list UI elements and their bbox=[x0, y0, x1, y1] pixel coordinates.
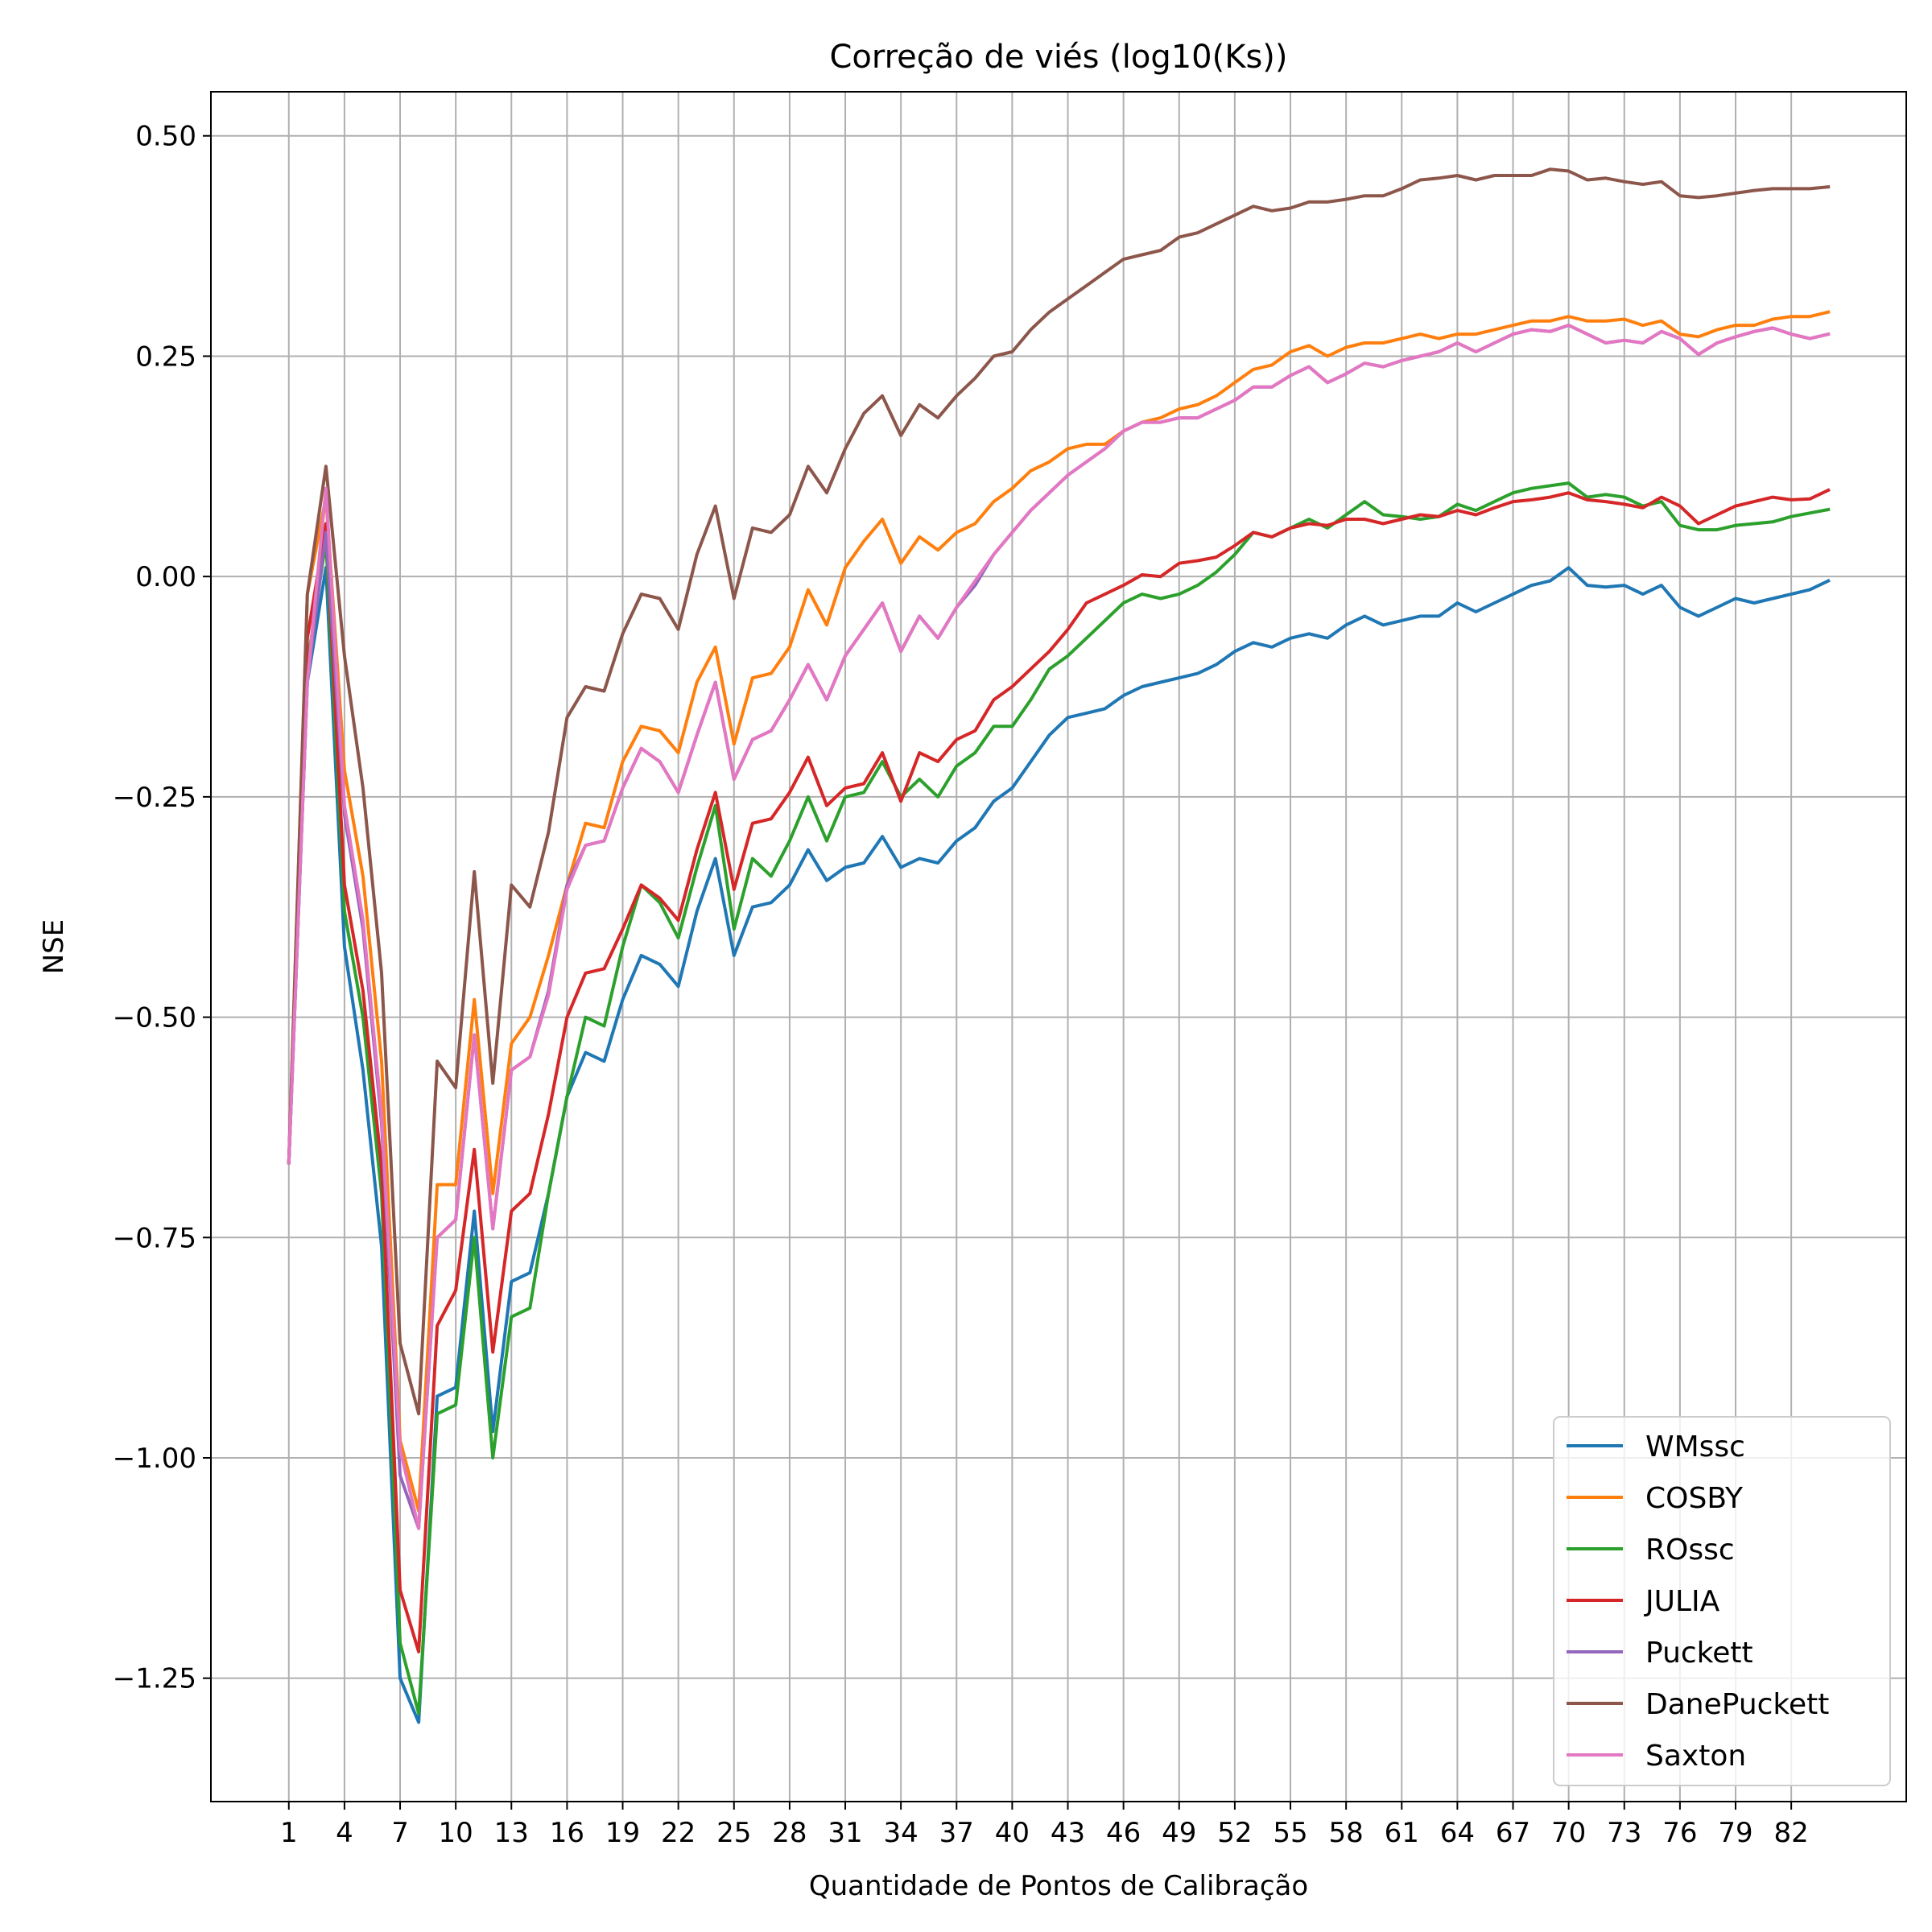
x-tick-label: 7 bbox=[391, 1817, 409, 1849]
x-tick-label: 10 bbox=[439, 1817, 473, 1849]
x-tick-label: 16 bbox=[550, 1817, 584, 1849]
x-tick-label: 82 bbox=[1774, 1817, 1809, 1849]
plot-frame bbox=[210, 91, 1907, 1802]
series-line-rossc bbox=[287, 481, 1831, 1715]
x-tick-label: 19 bbox=[605, 1817, 640, 1849]
legend-label-julia: JULIA bbox=[1644, 1585, 1720, 1618]
y-tick-label: −0.25 bbox=[113, 782, 196, 814]
x-axis-label: Quantidade de Pontos de Calibração bbox=[809, 1870, 1308, 1902]
legend-label-rossc: ROssc bbox=[1645, 1534, 1735, 1567]
series-lines bbox=[287, 167, 1831, 1724]
x-tick-label: 55 bbox=[1273, 1817, 1307, 1849]
x-tick-label: 73 bbox=[1607, 1817, 1641, 1849]
x-tick-label: 43 bbox=[1051, 1817, 1085, 1849]
legend-label-cosby: COSBY bbox=[1645, 1482, 1744, 1515]
x-tick-label: 67 bbox=[1496, 1817, 1530, 1849]
y-tick-label: 0.50 bbox=[135, 121, 196, 153]
series-line-julia bbox=[287, 488, 1831, 1653]
x-tick-label: 49 bbox=[1162, 1817, 1196, 1849]
x-tick-label: 22 bbox=[661, 1817, 696, 1849]
x-tick-label: 28 bbox=[772, 1817, 807, 1849]
legend-label-wmssc: WMssc bbox=[1645, 1430, 1745, 1463]
x-tick-label: 40 bbox=[995, 1817, 1030, 1849]
y-axis-ticks: 0.50 0.25 0.00 −0.25 −0.50 −0.75 −1.00 −1.25 bbox=[113, 121, 211, 1695]
x-tick-label: 70 bbox=[1551, 1817, 1586, 1849]
x-tick-label: 64 bbox=[1440, 1817, 1475, 1849]
legend: WMssc COSBY ROssc JULIA Puckett DanePuckett Sa… bbox=[1553, 1416, 1891, 1786]
x-tick-label: 34 bbox=[884, 1817, 919, 1849]
y-tick-label: 0.25 bbox=[135, 341, 196, 373]
x-axis-ticks: 1 4 7 10 13 16 19 22 25 28 31 34 37 40 43 46 49 52 55 58 61 6… bbox=[280, 1802, 1809, 1849]
x-tick-label: 25 bbox=[716, 1817, 751, 1849]
series-line-cosby bbox=[287, 310, 1831, 1513]
legend-label-saxton: Saxton bbox=[1645, 1740, 1746, 1773]
y-axis-label: NSE bbox=[38, 919, 70, 975]
x-tick-label: 58 bbox=[1329, 1817, 1364, 1849]
x-tick-label: 52 bbox=[1217, 1817, 1252, 1849]
legend-label-puckett: Puckett bbox=[1645, 1637, 1753, 1670]
x-tick-label: 76 bbox=[1662, 1817, 1697, 1849]
chart-title: Correção de viés (log10(Ks)) bbox=[829, 39, 1287, 76]
x-tick-label: 1 bbox=[280, 1817, 298, 1849]
x-tick-label: 37 bbox=[939, 1817, 974, 1849]
x-tick-label: 79 bbox=[1718, 1817, 1752, 1849]
x-tick-label: 4 bbox=[336, 1817, 353, 1849]
y-tick-label: −0.50 bbox=[113, 1002, 196, 1034]
x-tick-label: 46 bbox=[1106, 1817, 1141, 1849]
y-tick-label: 0.00 bbox=[135, 561, 196, 593]
legend-label-danepuckett: DanePuckett bbox=[1645, 1688, 1829, 1721]
y-tick-label: −0.75 bbox=[113, 1222, 196, 1254]
x-tick-label: 61 bbox=[1385, 1817, 1419, 1849]
series-line-saxton bbox=[287, 324, 1831, 1530]
x-tick-label: 13 bbox=[494, 1817, 529, 1849]
legend-box bbox=[1553, 1416, 1891, 1786]
x-tick-label: 31 bbox=[828, 1817, 862, 1849]
series-line-danepuckett bbox=[287, 167, 1831, 1416]
y-tick-label: −1.00 bbox=[113, 1443, 196, 1475]
y-tick-label: −1.25 bbox=[113, 1663, 196, 1695]
